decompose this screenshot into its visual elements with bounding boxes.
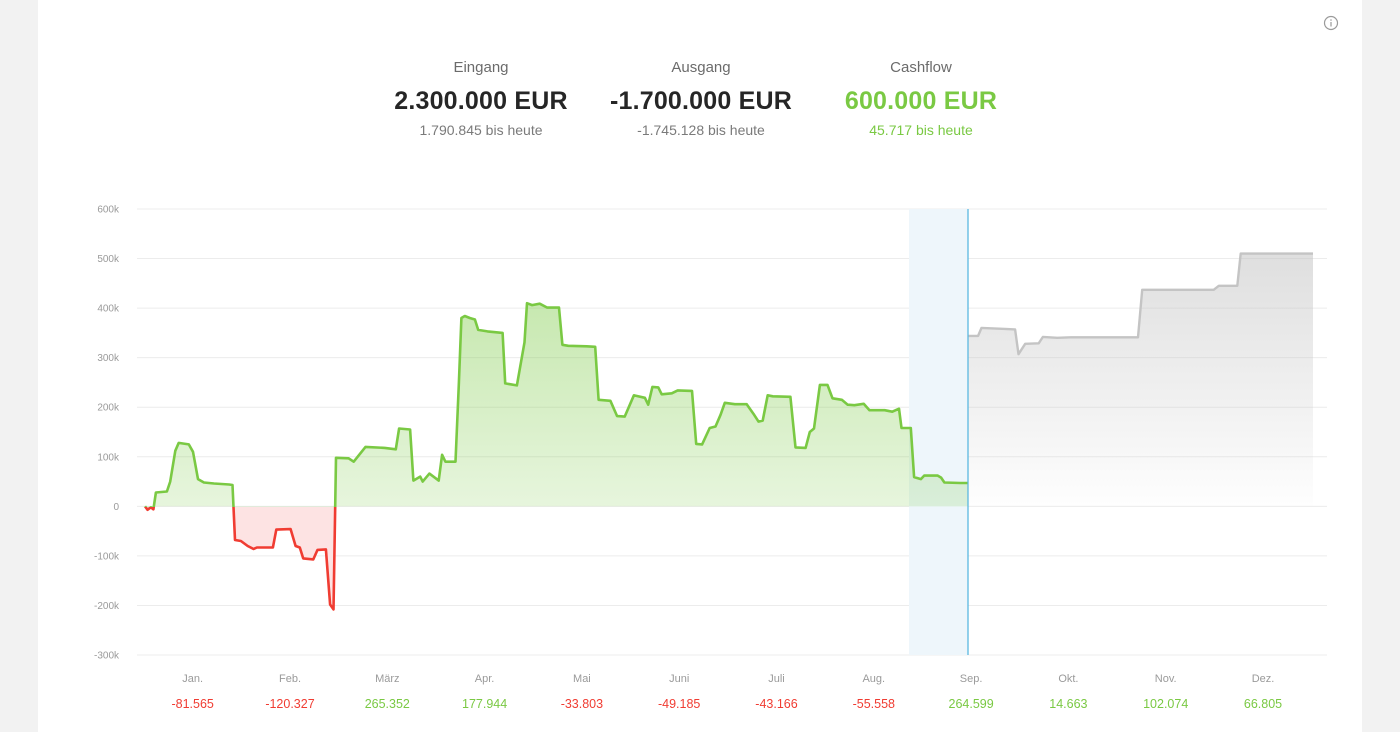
kpi-cashflow-label: Cashflow [890,59,952,76]
month-label: Juni [669,673,689,685]
month-total-value: -120.327 [265,697,314,711]
month-total-value: 14.663 [1049,697,1087,711]
month-label: Apr. [475,673,495,685]
actual-line-positive [144,301,968,507]
month-label: Mai [573,673,591,685]
y-tick-label: 400k [97,304,120,315]
forecast-line [968,252,1313,356]
y-axis-labels: 600k 500k 400k 300k 200k 100k 0 -100k -200k -300k [94,205,120,662]
month-label: Aug. [862,673,885,685]
kpi-ausgang-label: Ausgang [671,59,731,76]
month-total-value: -33.803 [561,697,603,711]
kpi-eingang-label: Eingang [453,59,509,76]
actual-negative-area [145,507,336,610]
month-total-value: -43.166 [755,697,797,711]
month-labels: Jan. Feb. März Apr. Mai Juni Juli Aug. Sep. Okt. N… [182,673,1274,685]
month-total-value: 264.599 [949,697,994,711]
y-tick-label: 0 [113,502,119,513]
actual-line-negative [143,507,337,611]
y-tick-label: -300k [94,651,120,662]
y-tick-label: 300k [97,353,120,364]
kpi-ausgang-value: -1.700.000 EUR [609,87,793,115]
kpi-ausgang: Ausgang -1.700.000 EUR -1.745.128 bis he… [581,58,821,140]
month-label: Jan. [182,673,203,685]
chart-areas [145,253,1313,610]
month-label: Nov. [1155,673,1177,685]
month-label: Feb. [279,673,301,685]
chart-lines [143,252,1313,611]
actual-positive-area [145,303,968,507]
kpi-cashflow-value: 600.000 EUR [844,87,998,115]
info-icon[interactable] [1323,15,1339,31]
y-tick-label: 200k [97,403,120,414]
kpi-eingang-sub: 1.790.845 bis heute [419,122,543,138]
month-label: März [375,673,399,685]
month-total-value: -81.565 [171,697,213,711]
today-highlight-band [909,209,968,655]
forecast-area [968,253,1313,507]
month-total-value: 66.805 [1244,697,1282,711]
month-label: Sep. [960,673,983,685]
month-total-value: 177.944 [462,697,507,711]
kpi-ausgang-sub: -1.745.128 bis heute [637,122,765,138]
month-total-value: 102.074 [1143,697,1188,711]
month-label: Okt. [1058,673,1078,685]
kpi-eingang-value: 2.300.000 EUR [394,87,568,115]
month-totals: -81.565 -120.327 265.352 177.944 -33.803 -49.… [171,697,1282,711]
month-label: Dez. [1252,673,1275,685]
month-label: Juli [768,673,785,685]
y-tick-label: 600k [97,205,120,216]
kpi-cashflow: Cashflow 600.000 EUR 45.717 bis heute [801,58,1041,140]
kpi-cashflow-sub: 45.717 bis heute [869,122,973,138]
y-tick-label: -200k [94,601,120,612]
kpi-eingang: Eingang 2.300.000 EUR 1.790.845 bis heut… [361,58,601,140]
y-tick-label: -100k [94,551,120,562]
month-total-value: -49.185 [658,697,700,711]
y-tick-label: 100k [97,452,120,463]
month-total-value: 265.352 [365,697,410,711]
month-total-value: -55.558 [853,697,895,711]
y-tick-label: 500k [97,254,120,265]
